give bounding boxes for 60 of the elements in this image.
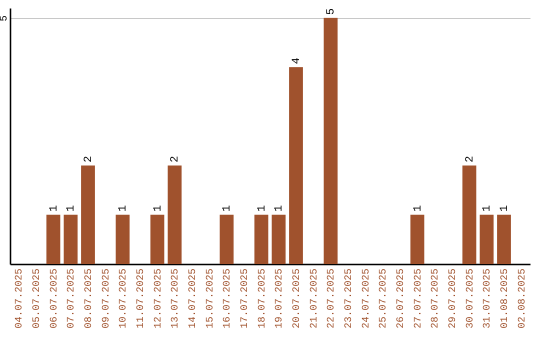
x-tick-label: 05.07.2025 [32, 268, 43, 329]
x-tick-label: 22.07.2025 [326, 268, 338, 329]
x-tick-label: 26.07.2025 [396, 268, 407, 329]
x-tick-label: 09.07.2025 [101, 268, 112, 329]
x-tick-label: 19.07.2025 [274, 268, 286, 329]
data-label: 1 [274, 204, 286, 212]
bar [462, 166, 476, 264]
bar [497, 214, 511, 264]
data-label: 1 [499, 204, 511, 212]
x-tick-label: 18.07.2025 [257, 268, 268, 329]
data-label: 1 [482, 204, 494, 212]
data-label: 1 [256, 204, 268, 212]
x-tick-label: 16.07.2025 [222, 268, 234, 329]
x-tick-label: 27.07.2025 [413, 268, 424, 329]
x-tick-label: 10.07.2025 [118, 268, 130, 329]
x-tick-label: 08.07.2025 [84, 268, 95, 329]
x-tick-label: 20.07.2025 [292, 268, 303, 329]
x-tick-label: 01.08.2025 [500, 268, 511, 329]
data-label: 1 [66, 204, 78, 212]
bar [480, 214, 494, 264]
bar [168, 166, 182, 264]
bar [289, 67, 303, 264]
data-label: 1 [118, 204, 130, 212]
data-label: 1 [222, 204, 234, 212]
bar [324, 18, 338, 264]
x-tick-label: 21.07.2025 [309, 268, 320, 329]
x-tick-label: 29.07.2025 [448, 268, 459, 329]
x-tick-label: 23.07.2025 [344, 268, 355, 329]
bar [81, 166, 95, 264]
x-tick-label: 13.07.2025 [170, 268, 182, 329]
data-label: 1 [412, 204, 424, 212]
x-tick-label: 02.08.2025 [517, 268, 528, 329]
x-tick-label: 31.07.2025 [482, 268, 494, 329]
x-tick-label: 11.07.2025 [136, 268, 147, 329]
bar [46, 214, 60, 264]
x-tick-label: 07.07.2025 [66, 268, 78, 329]
x-tick-label: 17.07.2025 [240, 268, 251, 329]
x-tick-label: 25.07.2025 [378, 268, 390, 329]
bar [410, 214, 424, 264]
bar [220, 214, 234, 264]
x-tick-label: 14.07.2025 [188, 268, 199, 329]
data-label: 1 [152, 204, 164, 212]
bar [150, 214, 164, 264]
data-label: 1 [48, 204, 60, 212]
x-tick-label: 12.07.2025 [153, 268, 164, 329]
bar [64, 214, 78, 264]
data-label: 2 [464, 156, 476, 163]
bar [272, 214, 286, 264]
x-tick-label: 30.07.2025 [465, 268, 476, 329]
x-tick-label: 15.07.2025 [205, 268, 216, 329]
bar [254, 214, 268, 264]
bar [116, 214, 130, 264]
data-label: 2 [170, 156, 182, 163]
data-label: 4 [291, 57, 303, 64]
data-label: 2 [83, 156, 95, 163]
x-tick-label: 24.07.2025 [361, 268, 372, 329]
x-tick-label: 28.07.2025 [430, 268, 442, 329]
x-tick-label: 06.07.2025 [49, 268, 60, 329]
data-label: 5 [326, 8, 338, 15]
x-tick-label: 04.07.2025 [14, 268, 26, 329]
